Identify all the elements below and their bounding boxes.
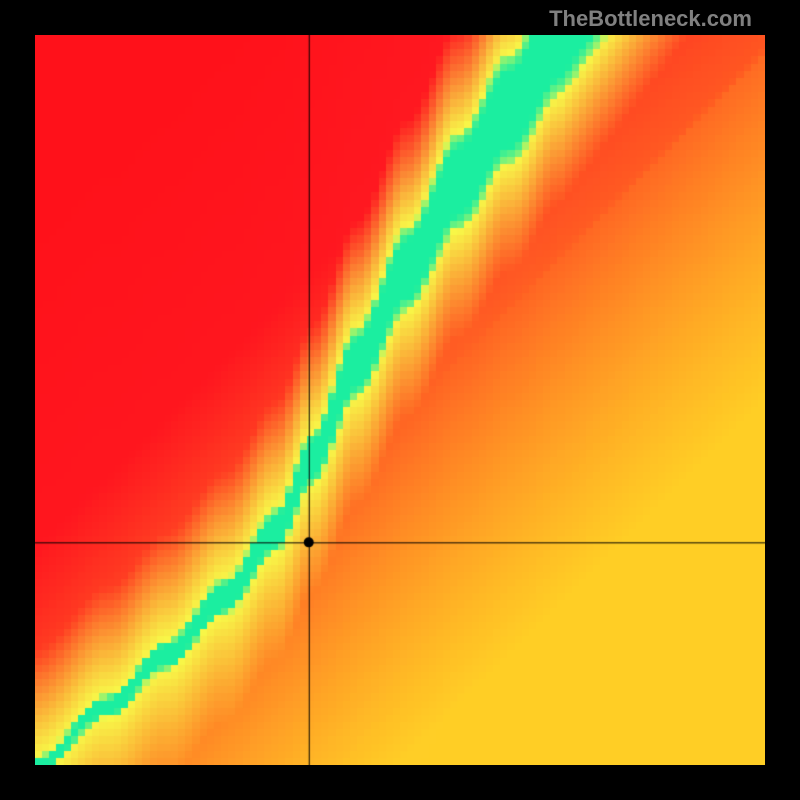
watermark-text: TheBottleneck.com [549,6,752,32]
heatmap-chart [35,35,765,765]
heatmap-canvas [35,35,765,765]
